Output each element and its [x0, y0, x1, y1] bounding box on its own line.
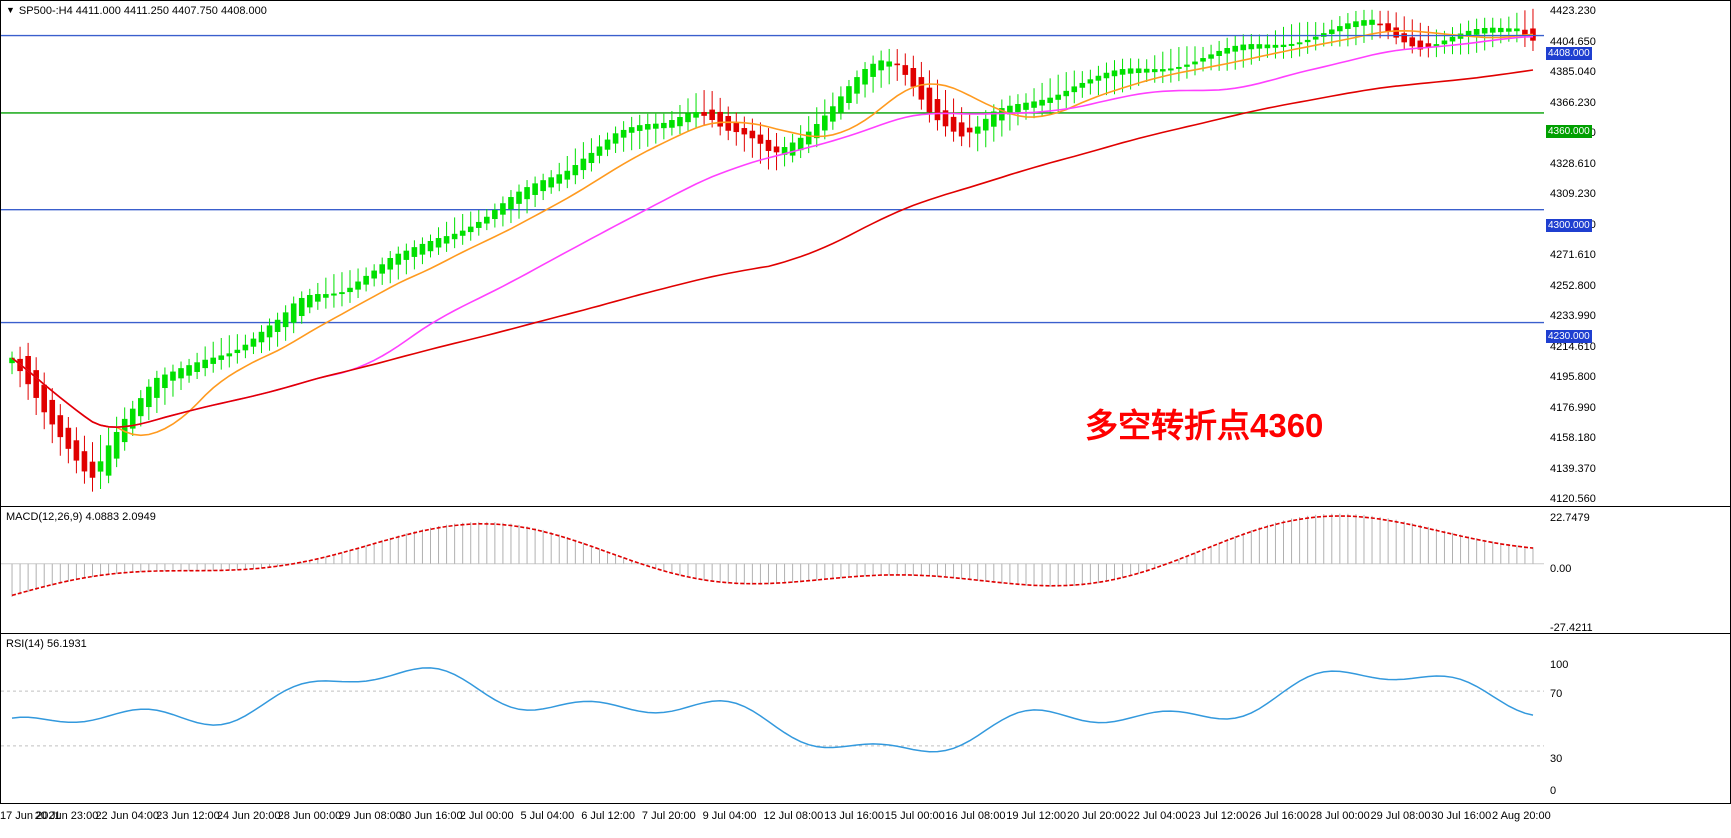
time-axis-tick: 2 Aug 20:00: [1492, 810, 1551, 822]
symbol-label: SP500-:H4 4411.000 4411.250 4407.750 440…: [18, 5, 267, 17]
price-chart-panel[interactable]: ▼ SP500-:H4 4411.000 4411.250 4407.750 44…: [0, 0, 1545, 507]
time-axis-tick: 23 Jun 12:00: [156, 810, 220, 822]
time-axis-tick: 15 Jul 00:00: [884, 810, 945, 822]
price-axis-tick: 4233.990: [1550, 310, 1596, 322]
macd-header: MACD(12,26,9) 4.0883 2.0949: [6, 511, 156, 523]
price-axis-tick: 4139.370: [1550, 462, 1596, 475]
time-axis-tick: 16 Jul 08:00: [945, 810, 1006, 822]
time-axis-tick: 24 Jun 20:00: [216, 810, 281, 822]
time-axis-tick: 28 Jun 00:00: [277, 810, 342, 822]
macd-plot: [1, 513, 1544, 597]
price-axis-tick: 4158.180: [1550, 432, 1596, 444]
rsi-panel[interactable]: RSI(14) 56.1931: [0, 633, 1545, 804]
time-axis-tick: 30 Jun 16:00: [399, 810, 463, 822]
price-axis-tick: 4176.990: [1550, 401, 1596, 414]
time-axis-tick: 20 Jul 20:00: [1066, 810, 1127, 822]
macd-axis-tick: 22.7479: [1550, 512, 1590, 524]
price-level-tag: 4360.000: [1546, 125, 1592, 139]
macd-axis-tick: 0.00: [1550, 563, 1572, 575]
time-axis: 17 Jun 2021 20 Jun 23:00 22 Jun 04:00 23 Ju…: [0, 804, 1731, 838]
price-axis-tick: 4252.800: [1550, 279, 1596, 292]
time-axis-tick: 2 Jul 00:00: [459, 810, 514, 822]
price-axis-tick: 4195.800: [1550, 371, 1596, 383]
time-axis-tick: 30 Jul 16:00: [1431, 810, 1492, 822]
price-level-tag: 4408.000: [1546, 46, 1592, 60]
time-axis-tick: 26 Jul 16:00: [1249, 810, 1310, 822]
time-axis-tick: 23 Jul 12:00: [1188, 810, 1249, 822]
time-axis-tick: 17 Jun 2021: [0, 810, 61, 822]
time-axis-tick: 9 Jul 04:00: [702, 810, 757, 822]
time-axis-tick: 7 Jul 20:00: [641, 810, 696, 822]
time-axis-tick: 12 Jul 08:00: [763, 810, 824, 822]
time-axis-tick: 22 Jun 04:00: [95, 810, 160, 822]
price-axis-tick: 4404.650: [1550, 35, 1596, 48]
time-axis-tick: 22 Jul 04:00: [1127, 810, 1188, 822]
rsi-y-axis: 100 70 30 0: [1544, 633, 1731, 804]
price-plot: [1, 8, 1544, 492]
chart-annotation-text: 多空转折点4360: [1085, 407, 1324, 444]
price-axis-tick: 4271.610: [1550, 249, 1596, 261]
time-axis-tick: 28 Jul 00:00: [1309, 810, 1370, 822]
time-axis-tick: 29 Jul 08:00: [1370, 810, 1431, 822]
price-level-tag: 4230.000: [1546, 329, 1592, 343]
rsi-axis-tick: 30: [1550, 753, 1563, 765]
price-level-tag: 4300.000: [1546, 219, 1592, 233]
price-axis-tick: 4120.560: [1550, 493, 1596, 505]
rsi-header: RSI(14) 56.1931: [6, 638, 87, 650]
price-axis-tick: 4309.230: [1550, 188, 1596, 200]
price-axis-tick: 4214.610: [1550, 340, 1596, 353]
macd-panel[interactable]: MACD(12,26,9) 4.0883 2.0949: [0, 506, 1545, 634]
price-axis-tick: 4385.040: [1550, 66, 1596, 78]
price-panel-header: ▼ SP500-:H4 4411.000 4411.250 4407.750 44…: [6, 5, 267, 17]
time-axis-tick: 5 Jul 04:00: [520, 810, 575, 822]
time-axis-tick: 20 Jun 23:00: [34, 810, 99, 822]
macd-axis-tick: -27.4211: [1550, 622, 1593, 634]
price-axis-tick: 4423.230: [1550, 5, 1596, 17]
time-axis-tick: 13 Jul 16:00: [824, 810, 885, 822]
rsi-plot: [1, 667, 1544, 753]
rsi-axis-tick: 70: [1550, 688, 1563, 700]
rsi-axis-tick: 0: [1550, 785, 1557, 797]
macd-y-axis: 22.7479 0.00 -27.4211: [1544, 506, 1731, 634]
price-y-axis[interactable]: 4423.2304404.6504385.0404366.2304347.420…: [1544, 0, 1731, 507]
time-axis-tick: 6 Jul 12:00: [581, 810, 636, 822]
time-axis-tick: 29 Jun 08:00: [338, 810, 402, 822]
price-axis-tick: 4366.230: [1550, 96, 1596, 109]
price-axis-tick: 4328.610: [1550, 157, 1596, 170]
triangle-down-icon[interactable]: ▼: [6, 5, 15, 15]
rsi-axis-tick: 100: [1550, 659, 1569, 671]
time-axis-tick: 19 Jul 12:00: [1006, 810, 1067, 822]
